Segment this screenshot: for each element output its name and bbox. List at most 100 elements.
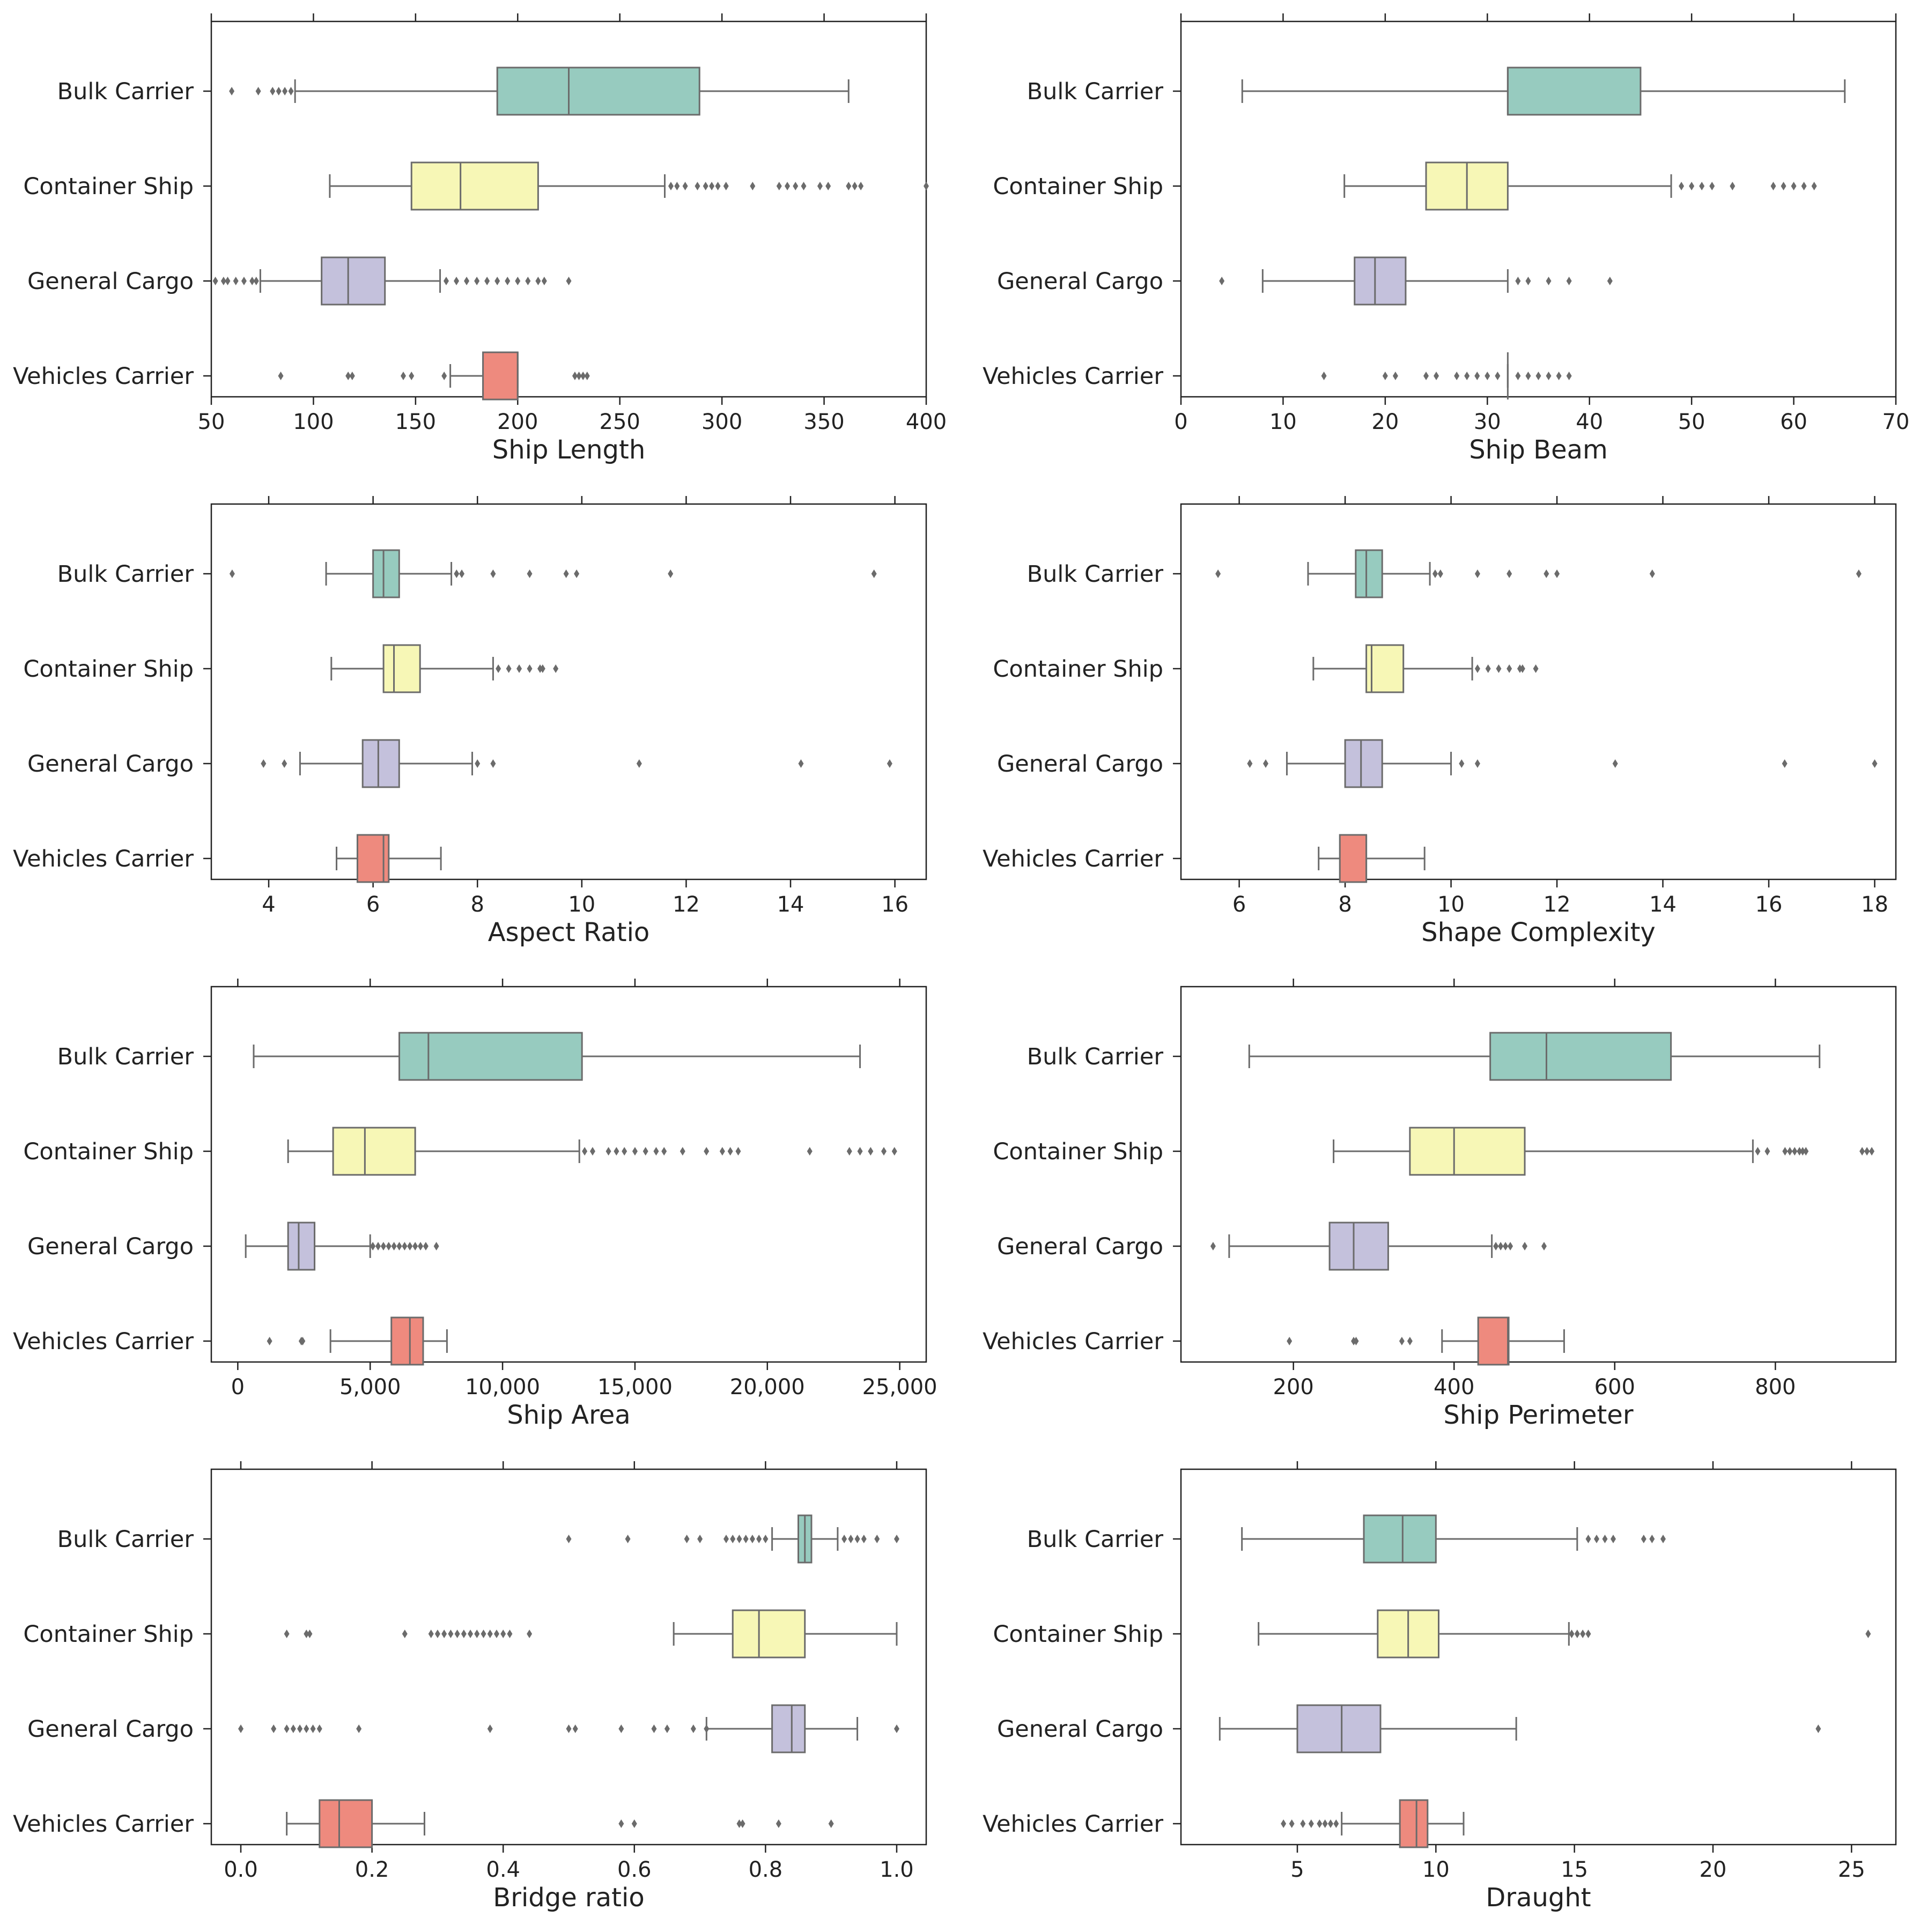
y-category-label: Bulk Carrier (57, 561, 194, 588)
box-vehicles-carrier (286, 1799, 834, 1848)
plot-frame (210, 20, 927, 398)
outlier-point (668, 182, 674, 190)
y-category-label: Bulk Carrier (57, 78, 194, 105)
box-container-ship (284, 1609, 898, 1659)
box-general-cargo (1210, 1222, 1547, 1271)
box-iqr (332, 1127, 416, 1176)
outlier-point (396, 1242, 402, 1250)
outlier-point (474, 1630, 480, 1638)
y-category-label: Vehicles Carrier (983, 363, 1163, 390)
outlier-point (631, 1819, 637, 1828)
outlier-point (1660, 1535, 1666, 1543)
y-category-label: Vehicles Carrier (13, 1328, 194, 1355)
outlier-point (1546, 372, 1552, 380)
outlier-point (1508, 1242, 1513, 1250)
x-axis-title: Aspect Ratio (488, 917, 650, 948)
y-category-label: Container Ship (993, 1621, 1163, 1648)
x-tick-label: 6 (366, 892, 380, 917)
outlier-point (423, 1242, 429, 1250)
outlier-point (270, 87, 276, 95)
box-iqr (398, 1032, 583, 1081)
outlier-point (887, 759, 892, 768)
outlier-point (1755, 1147, 1761, 1156)
x-tick-label: 50 (1678, 410, 1705, 434)
outlier-point (715, 182, 721, 190)
outlier-point (1382, 372, 1388, 380)
outlier-point (1869, 1147, 1875, 1156)
outlier-point (1792, 1147, 1798, 1156)
plot-frame (210, 986, 927, 1363)
box-container-ship (1312, 644, 1539, 693)
outlier-point (304, 1630, 309, 1638)
y-category-label: General Cargo (27, 1716, 194, 1743)
outlier-point (868, 1147, 874, 1156)
x-tick-label: 15,000 (597, 1375, 673, 1400)
box-iqr (1339, 834, 1368, 883)
outlier-point (1859, 1147, 1865, 1156)
y-category-label: Container Ship (993, 173, 1163, 200)
outlier-point (1800, 1147, 1806, 1156)
outlier-point (1544, 569, 1549, 578)
y-category-label: General Cargo (997, 268, 1163, 295)
outlier-point (464, 277, 470, 285)
outlier-point (1464, 372, 1470, 380)
x-tick-label: 200 (497, 410, 538, 434)
outlier-point (1459, 759, 1465, 768)
outlier-point (525, 277, 531, 285)
box-bulk-carrier (1215, 549, 1862, 598)
outlier-point (1797, 1147, 1803, 1156)
x-tick-label: 0 (1174, 410, 1187, 434)
x-tick-label: 25 (1838, 1857, 1865, 1882)
outlier-point (1679, 182, 1685, 190)
outlier-point (1865, 1630, 1871, 1638)
outlier-point (572, 372, 578, 380)
y-category-label: General Cargo (997, 1233, 1163, 1260)
outlier-point (1287, 1337, 1293, 1345)
x-tick-label: 8 (1338, 892, 1352, 917)
box-bulk-carrier (229, 66, 850, 116)
outlier-point (255, 87, 261, 95)
outlier-point (505, 277, 511, 285)
outlier-point (433, 1242, 439, 1250)
x-tick-label: 10 (568, 892, 595, 917)
outlier-point (1612, 759, 1618, 768)
box-bulk-carrier (1248, 1032, 1821, 1081)
outlier-point (1503, 1242, 1509, 1250)
y-category-label: Vehicles Carrier (13, 363, 194, 390)
outlier-point (1507, 664, 1512, 673)
outlier-point (225, 277, 231, 285)
y-category-label: Container Ship (23, 173, 194, 200)
outlier-point (278, 372, 284, 380)
x-tick-label: 25,000 (862, 1375, 937, 1400)
box-bulk-carrier (229, 549, 877, 598)
outlier-point (680, 1147, 685, 1156)
y-category-label: Container Ship (23, 1138, 194, 1165)
y-category-label: Vehicles Carrier (983, 1811, 1163, 1838)
outlier-point (1437, 569, 1443, 578)
y-category-label: General Cargo (27, 268, 194, 295)
outlier-point (776, 182, 782, 190)
outlier-point (386, 1242, 392, 1250)
outlier-point (695, 182, 700, 190)
x-tick-label: 40 (1576, 410, 1603, 434)
outlier-point (854, 1535, 860, 1543)
outlier-point (798, 759, 804, 768)
outlier-point (1554, 569, 1560, 578)
x-tick-label: 0.2 (355, 1857, 389, 1882)
outlier-point (233, 277, 239, 285)
outlier-point (1392, 372, 1398, 380)
box-container-ship (329, 161, 929, 211)
outlier-point (1333, 1819, 1339, 1828)
x-tick-label: 8 (470, 892, 484, 917)
outlier-point (1864, 1147, 1870, 1156)
outlier-point (574, 569, 580, 578)
outlier-point (441, 372, 447, 380)
outlier-point (461, 1630, 467, 1638)
outlier-point (618, 1724, 624, 1733)
outlier-point (507, 1630, 513, 1638)
y-category-label: General Cargo (27, 751, 194, 778)
outlier-point (1474, 664, 1480, 673)
outlier-point (1308, 1819, 1314, 1828)
outlier-point (582, 1147, 588, 1156)
box-iqr (361, 739, 400, 788)
